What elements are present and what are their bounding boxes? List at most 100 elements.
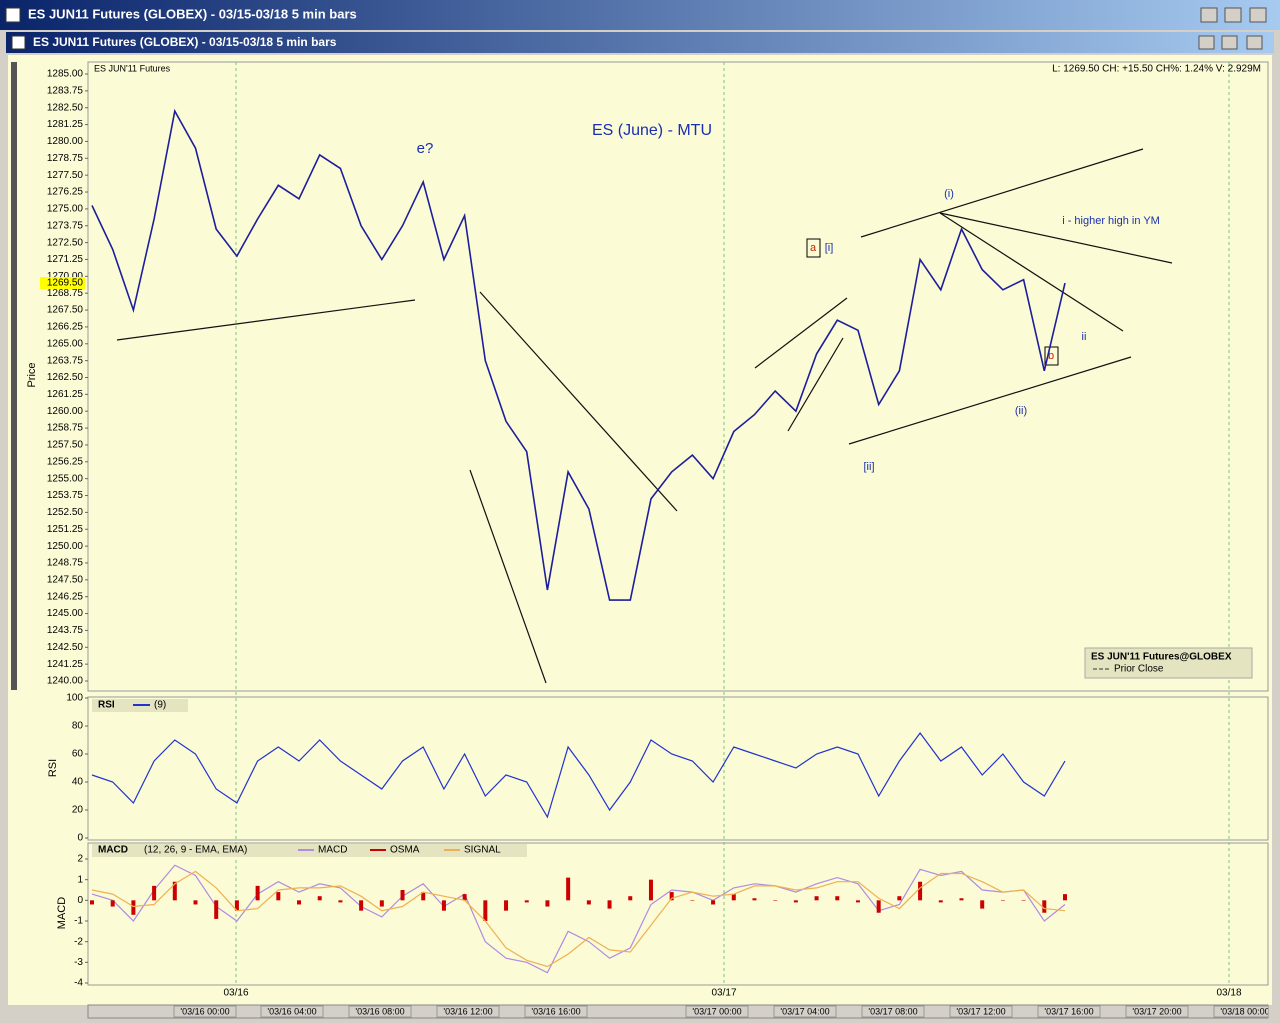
y-tick-label: -3: [74, 957, 83, 968]
y-tick-label: 1242.50: [47, 642, 84, 653]
osma-bar: [152, 885, 157, 901]
osma-bar: [918, 881, 923, 901]
y-tick-label: 1257.50: [47, 440, 84, 451]
date-label: 03/16: [223, 988, 248, 999]
time-label: '03/17 20:00: [1132, 1006, 1181, 1016]
annotation: (i): [944, 188, 954, 200]
y-axis-label: MACD: [56, 897, 68, 929]
y-axis-label: Price: [26, 362, 38, 387]
osma-bar: [90, 900, 94, 905]
y-tick-label: 1265.00: [47, 338, 84, 349]
y-tick-label: 1245.00: [47, 608, 84, 619]
osma-bar: [938, 900, 943, 903]
maximize-button[interactable]: [1224, 7, 1242, 23]
osma-bar: [731, 894, 736, 901]
date-label: 03/17: [711, 988, 736, 999]
symbol-label: ES JUN'11 Futures: [94, 63, 171, 73]
osma-bar: [441, 900, 446, 911]
osma-bar: [773, 900, 778, 901]
y-tick-label: 1280.00: [47, 136, 84, 147]
annotation: (ii): [1015, 405, 1027, 417]
time-label: '03/16 08:00: [355, 1006, 404, 1016]
osma-bar: [483, 900, 488, 921]
indicator-line: [91, 731, 1066, 819]
inner-window-title: ES JUN11 Futures (GLOBEX) - 03/15-03/18 …: [33, 35, 337, 49]
osma-bar: [1021, 900, 1026, 901]
time-label-box: [1037, 1005, 1101, 1018]
trend-line: [848, 356, 1132, 445]
inner-title-bar: [6, 32, 1274, 53]
osma-bar: [1063, 894, 1067, 901]
time-label: '03/17 12:00: [956, 1006, 1005, 1016]
inner-minimize-button[interactable]: [1198, 35, 1215, 50]
time-label-box: [1213, 1005, 1268, 1018]
osma-bar: [1000, 900, 1005, 901]
osma-bar: [711, 900, 716, 905]
y-tick-label: 80: [72, 721, 84, 732]
legend-label: SIGNAL: [464, 845, 501, 856]
trend-line: [787, 337, 844, 432]
rsi-panel: [87, 696, 1269, 841]
trend-lines: [116, 148, 1173, 684]
annotation: i - higher high in YM: [1062, 215, 1160, 227]
legend-label: Prior Close: [1114, 664, 1164, 675]
y-tick-label: 1271.25: [47, 254, 84, 265]
time-label: '03/17 16:00: [1044, 1006, 1093, 1016]
legend-label: (12, 26, 9 - EMA, EMA): [144, 845, 247, 856]
osma-bar: [835, 896, 840, 901]
y-tick-label: 1270.00: [47, 271, 84, 282]
time-label-box: [949, 1005, 1013, 1018]
title-bar: [0, 0, 1280, 30]
annotation: b: [1048, 350, 1054, 362]
osma-bar: [628, 896, 633, 901]
minimize-button[interactable]: [1200, 7, 1218, 23]
y-tick-label: 1283.75: [47, 86, 84, 97]
legend-label: ES JUN'11 Futures@GLOBEX: [1091, 652, 1232, 663]
y-tick-label: 1251.25: [47, 524, 84, 535]
time-label: '03/17 08:00: [868, 1006, 917, 1016]
y-tick-label: 1263.75: [47, 355, 84, 366]
y-tick-label: 20: [72, 805, 84, 816]
annotation: [ii]: [864, 461, 875, 473]
last-price-marker: [40, 277, 85, 290]
y-tick-label: 1273.75: [47, 220, 84, 231]
osma-bar: [297, 900, 302, 905]
osma-bar: [214, 900, 219, 919]
y-tick-label: 0: [77, 833, 83, 844]
y-tick-label: 1247.50: [47, 574, 84, 585]
osma-bar: [793, 900, 798, 903]
osma-bar: [400, 890, 405, 901]
trend-line: [469, 469, 547, 684]
osma-bar: [648, 879, 653, 901]
time-label-box: [773, 1005, 837, 1018]
scroll-strip: [11, 62, 17, 690]
inner-close-button[interactable]: [1246, 35, 1263, 50]
y-tick-label: 1268.75: [47, 288, 84, 299]
inner-maximize-button[interactable]: [1221, 35, 1238, 50]
osma-bar: [607, 900, 612, 909]
osma-bar: [959, 898, 964, 901]
time-label: '03/16 04:00: [267, 1006, 316, 1016]
osma-bar: [855, 900, 860, 903]
time-axis: '03/16 00:00 '03/16 04:00 '03/16 08:00 '03/…: [173, 1005, 1269, 1018]
time-label-box: [348, 1005, 412, 1018]
y-tick-label: 1261.25: [47, 389, 84, 400]
close-button[interactable]: [1249, 7, 1267, 23]
osma-bar: [524, 900, 529, 903]
time-label: '03/18 00:00: [1220, 1006, 1269, 1016]
y-tick-label: 1241.25: [47, 659, 84, 670]
panel-title: MACD: [98, 845, 128, 856]
annotation: a: [810, 242, 817, 254]
y-tick-label: 1267.50: [47, 305, 84, 316]
osma-bar: [421, 892, 426, 901]
doc-icon: [11, 35, 26, 50]
y-tick-label: -1: [74, 916, 83, 927]
osma-bar: [193, 900, 198, 905]
y-tick-label: 1243.75: [47, 625, 84, 636]
status-label: L: 1269.50 CH: +15.50 CH%: 1.24% V: 2.92…: [1052, 64, 1261, 75]
osma-bar: [1042, 900, 1047, 913]
osma-bar: [131, 900, 136, 915]
annotation: [i]: [825, 242, 834, 254]
trend-line: [116, 299, 416, 341]
